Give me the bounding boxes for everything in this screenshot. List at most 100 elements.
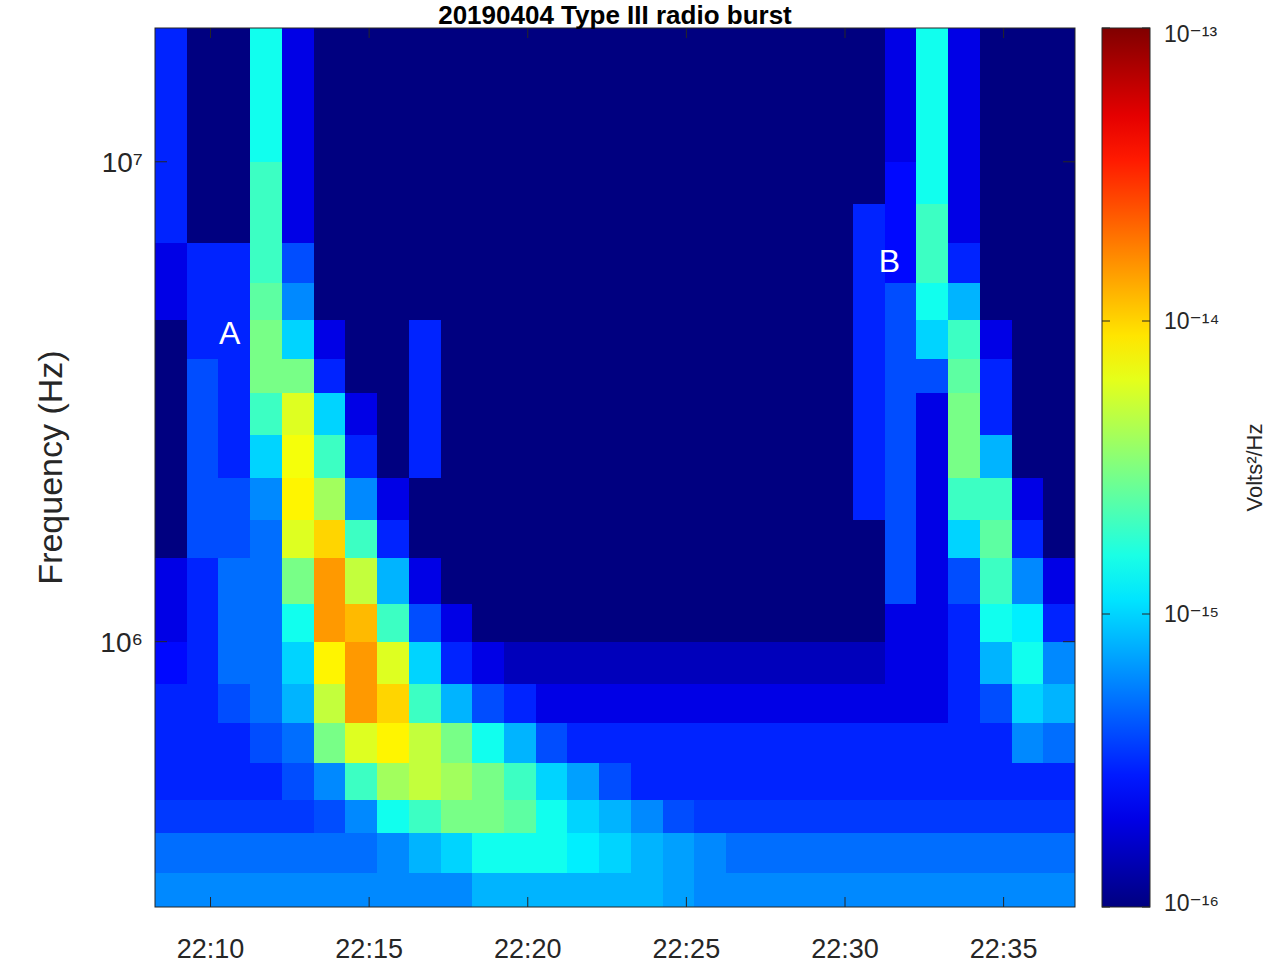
heatmap-cell — [314, 28, 346, 78]
heatmap-cell — [1012, 162, 1044, 204]
heatmap-cell — [694, 477, 726, 519]
heatmap-cell — [345, 873, 377, 907]
heatmap-cell — [599, 242, 631, 283]
heatmap-cell — [948, 799, 980, 833]
heatmap-cell — [314, 203, 346, 243]
heatmap-cell — [726, 642, 758, 684]
heatmap-cell — [282, 319, 314, 358]
heatmap-cell — [155, 799, 187, 833]
heatmap-cell — [567, 833, 599, 874]
heatmap-cell — [758, 358, 790, 393]
heatmap-cell — [504, 604, 536, 643]
heatmap-cell — [853, 358, 885, 393]
heatmap-cell — [694, 28, 726, 78]
heatmap-cell — [758, 799, 790, 833]
heatmap-cell — [758, 642, 790, 684]
heatmap-cell — [314, 604, 346, 643]
heatmap-cell — [536, 283, 568, 320]
heatmap-cell — [409, 799, 441, 833]
heatmap-cell — [916, 283, 948, 320]
heatmap-cell — [441, 799, 473, 833]
heatmap-cell — [663, 393, 695, 435]
heatmap-cell — [155, 873, 187, 907]
heatmap-cell — [377, 283, 409, 320]
heatmap-cell — [599, 557, 631, 604]
heatmap-cell — [758, 833, 790, 874]
y-tick-label: 10⁷ — [102, 147, 143, 178]
heatmap-cell — [789, 833, 821, 874]
heatmap-cell — [821, 477, 853, 519]
heatmap-cell — [282, 162, 314, 204]
heatmap-cell — [821, 604, 853, 643]
heatmap-cell — [441, 393, 473, 435]
heatmap-cell — [282, 242, 314, 283]
heatmap-cell — [885, 28, 917, 78]
heatmap-cell — [441, 722, 473, 763]
heatmap-cell — [314, 519, 346, 558]
heatmap-cell — [599, 799, 631, 833]
heatmap-cell — [1043, 319, 1075, 358]
heatmap-cell — [218, 642, 250, 684]
heatmap-cell — [345, 124, 377, 163]
colorbar-tick — [1102, 614, 1110, 615]
heatmap-cell — [567, 28, 599, 78]
heatmap-cell — [567, 799, 599, 833]
heatmap-cell — [853, 604, 885, 643]
x-tick-label: 22:35 — [970, 934, 1038, 964]
annotation: A — [219, 315, 241, 351]
heatmap-cell — [980, 557, 1012, 604]
heatmap-cell — [885, 393, 917, 435]
x-tick-label: 22:30 — [811, 934, 879, 964]
heatmap-cell — [916, 519, 948, 558]
heatmap-cell — [821, 203, 853, 243]
heatmap-cell — [377, 358, 409, 393]
y-tick — [155, 161, 167, 162]
heatmap-cell — [853, 435, 885, 478]
heatmap-cell — [187, 722, 219, 763]
heatmap-cell — [504, 477, 536, 519]
heatmap-cell — [155, 604, 187, 643]
heatmap-cell — [789, 393, 821, 435]
heatmap-cell — [726, 873, 758, 907]
heatmap-cell — [155, 28, 187, 78]
heatmap-cell — [187, 435, 219, 478]
heatmap-cell — [758, 28, 790, 78]
heatmap-cell — [980, 358, 1012, 393]
heatmap-cell — [948, 393, 980, 435]
heatmap-cell — [345, 242, 377, 283]
heatmap-cell — [663, 124, 695, 163]
heatmap-cell — [441, 873, 473, 907]
heatmap-cell — [218, 722, 250, 763]
heatmap-cell — [377, 242, 409, 283]
heatmap-cell — [599, 722, 631, 763]
heatmap-cell — [187, 799, 219, 833]
heatmap-cell — [536, 799, 568, 833]
heatmap-cell — [567, 77, 599, 124]
heatmap-cell — [345, 358, 377, 393]
heatmap-cell — [472, 393, 504, 435]
heatmap-cell — [980, 393, 1012, 435]
heatmap-cell — [821, 283, 853, 320]
heatmap-cell — [726, 763, 758, 800]
heatmap-cell — [916, 722, 948, 763]
heatmap-cell — [155, 203, 187, 243]
heatmap-cell — [187, 28, 219, 78]
heatmap-cell — [409, 124, 441, 163]
heatmap-cell — [345, 642, 377, 684]
heatmap-cell — [218, 604, 250, 643]
heatmap-cell — [789, 162, 821, 204]
heatmap-cell — [567, 557, 599, 604]
heatmap-cell — [789, 799, 821, 833]
heatmap-cell — [853, 203, 885, 243]
heatmap-cell — [345, 319, 377, 358]
heatmap-cell — [345, 763, 377, 800]
heatmap-cell — [314, 722, 346, 763]
heatmap-cell — [758, 162, 790, 204]
heatmap-cell — [504, 283, 536, 320]
heatmap-cell — [567, 604, 599, 643]
heatmap-cell — [821, 435, 853, 478]
heatmap-cell — [282, 477, 314, 519]
heatmap-cell — [187, 124, 219, 163]
heatmap-cell — [250, 77, 282, 124]
heatmap-cell — [155, 124, 187, 163]
